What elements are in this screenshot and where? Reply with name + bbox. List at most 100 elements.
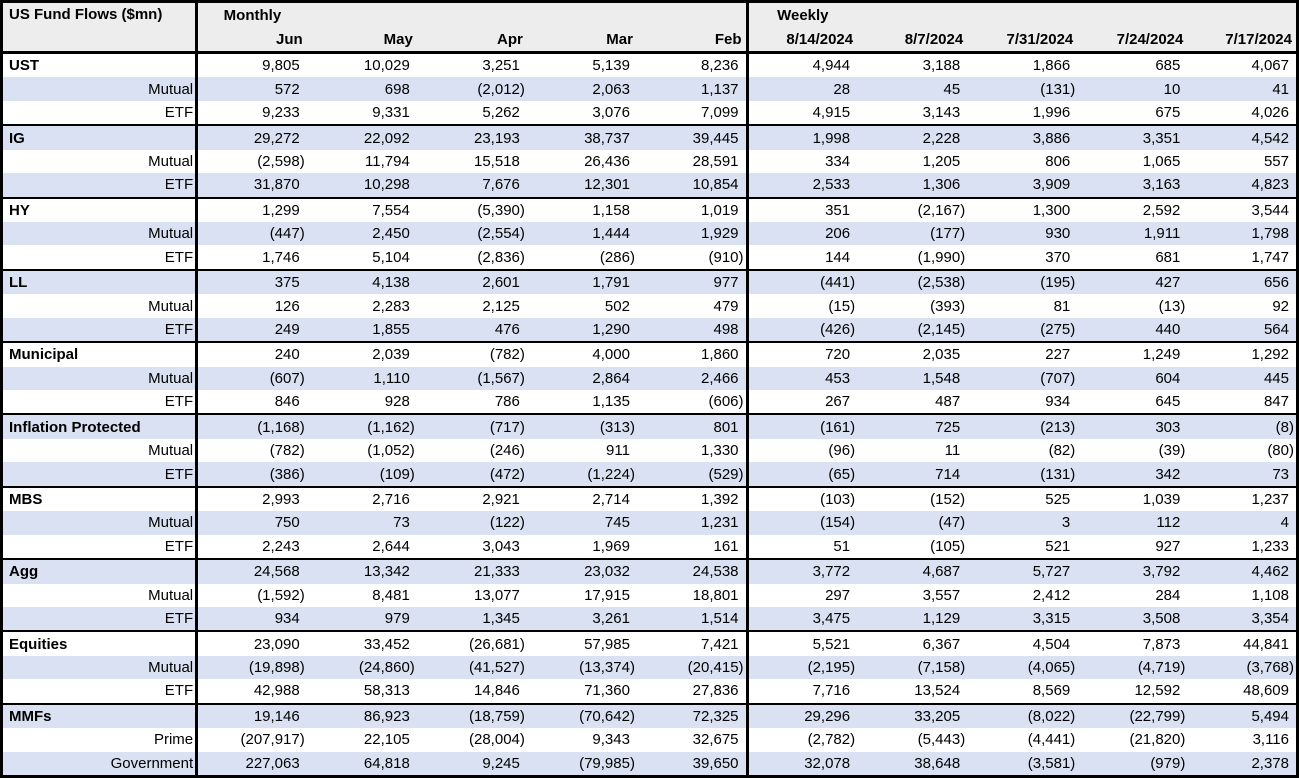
value-cell: 1,205	[922, 152, 961, 170]
value-cell: 2,716	[372, 491, 410, 508]
column-header-week: 7/24/2024	[1077, 27, 1188, 53]
value-cell: (782)	[489, 346, 525, 364]
value-cell: (2,836)	[477, 248, 525, 266]
value-cell: (386)	[196, 462, 307, 487]
value-cell: 3,886	[967, 125, 1078, 150]
value-cell: (21,820)	[1129, 731, 1186, 749]
table-row: UST 9,805 10,029 3,251 5,139 8,236 4,944 3,188 1…	[1, 52, 1298, 78]
value-cell: 303	[1077, 414, 1188, 439]
value-cell: 12,301	[526, 173, 637, 198]
value-cell: 12,592	[1134, 682, 1181, 700]
value-cell: 28,591	[692, 152, 739, 170]
value-cell: 81	[1053, 297, 1071, 315]
value-cell: 5,262	[482, 104, 520, 122]
value-cell: (717)	[416, 414, 527, 439]
column-header-month: Mar	[526, 27, 637, 53]
value-cell: 9,805	[262, 57, 300, 75]
value-cell: 5,104	[372, 248, 410, 266]
column-header-month: Apr	[416, 27, 527, 53]
value-cell: (1,224)	[526, 462, 637, 487]
value-cell: 19,146	[196, 703, 307, 729]
value-cell: 29,272	[196, 125, 307, 150]
value-cell: 453	[745, 366, 858, 391]
table-row: Mutual (19,898) (24,860) (41,527) (13,374) (2…	[1, 655, 1298, 680]
value-cell: 284	[1155, 586, 1181, 604]
value-cell: 27,836	[692, 682, 739, 700]
category-label: IG	[1, 125, 199, 150]
table-row: Prime (207,917) 22,105 (28,004) 9,343 32,675 (…	[1, 728, 1298, 752]
value-cell: 1,330	[700, 442, 739, 460]
value-cell: (152)	[930, 491, 966, 508]
table-row: MMFs 19,146 86,923 (18,759) (70,642) 72,325 29…	[1, 703, 1298, 729]
value-cell: (2,012)	[416, 77, 527, 101]
value-cell: 725	[857, 414, 968, 439]
value-cell: 806	[1045, 152, 1071, 170]
value-cell: 1,019	[700, 201, 739, 219]
value-cell: (15)	[745, 294, 858, 318]
value-cell: 934	[1045, 393, 1071, 411]
table-title: US Fund Flows ($mn)	[1, 1, 199, 53]
value-cell: 498	[636, 317, 748, 343]
value-cell: 5,494	[1187, 703, 1298, 729]
value-cell: 1,392	[700, 491, 739, 508]
table-row: Government 227,063 64,818 9,245 (79,985) 39,6…	[1, 751, 1298, 777]
value-cell: (22,799)	[1077, 703, 1188, 729]
value-cell: 227,063	[196, 751, 307, 777]
value-cell: 476	[416, 317, 527, 343]
value-cell: 1,158	[592, 201, 630, 219]
value-cell: 4,823	[1187, 173, 1298, 198]
value-cell: 3,354	[1187, 606, 1298, 632]
group-agg: Agg 24,568 13,342 21,333 23,032 24,538 3,772 4,…	[1, 559, 1298, 632]
value-cell: 1,855	[306, 317, 417, 343]
value-cell: (103)	[745, 486, 858, 512]
value-cell: 4,138	[306, 269, 417, 295]
value-cell: 3,508	[1077, 606, 1188, 632]
value-cell: (19,898)	[196, 655, 307, 680]
value-cell: 1,860	[700, 346, 739, 364]
value-cell: 41	[1187, 77, 1298, 101]
group-equities: Equities 23,090 33,452 (26,681) 57,985 7,421 5…	[1, 631, 1298, 704]
table-row: Mutual (607) 1,110 (1,567) 2,864 2,466 453 1,54…	[1, 366, 1298, 391]
value-cell: 656	[1187, 269, 1298, 295]
table-row: ETF 9,233 9,331 5,262 3,076 7,099 4,915 3,143 1,…	[1, 100, 1298, 126]
category-label: LL	[1, 269, 199, 295]
category-label: MMFs	[1, 703, 199, 729]
value-cell: (447)	[196, 222, 307, 246]
value-cell: 3,475	[745, 606, 858, 632]
value-cell: (5,390)	[477, 201, 525, 219]
value-cell: 6,367	[922, 635, 961, 653]
value-cell: 10	[1077, 77, 1188, 101]
value-cell: 297	[745, 583, 858, 607]
value-cell: 370	[1045, 248, 1071, 266]
value-cell: 9,331	[372, 104, 410, 122]
value-cell: (154)	[745, 511, 858, 535]
value-cell: 1,996	[1032, 104, 1071, 122]
value-cell: (2,195)	[745, 655, 858, 680]
value-cell: 521	[1045, 537, 1071, 555]
value-cell: 7,873	[1142, 635, 1181, 653]
value-cell: 1,300	[1032, 201, 1071, 219]
value-cell: (65)	[745, 462, 858, 487]
value-cell: 1,129	[857, 606, 968, 632]
value-cell: 23,193	[416, 125, 527, 150]
value-cell: 2,039	[372, 346, 410, 364]
value-cell: 1,306	[857, 173, 968, 198]
table-row: Mutual (2,598) 11,794 15,518 26,436 28,591 334…	[1, 149, 1298, 174]
value-cell: 23,090	[253, 635, 300, 653]
value-cell: 2,921	[482, 491, 520, 508]
value-cell: (13)	[1158, 297, 1186, 315]
monthly-section-header: Monthly	[196, 1, 307, 27]
value-cell: 3,188	[922, 57, 961, 75]
value-cell: 32,675	[692, 731, 739, 749]
value-cell: 5,521	[745, 631, 858, 656]
value-cell: 714	[857, 462, 968, 487]
value-cell: 786	[494, 393, 520, 411]
value-cell: 112	[1077, 511, 1188, 535]
weekly-section-header: Weekly	[745, 1, 858, 27]
value-cell: 1,998	[745, 125, 858, 150]
table-row: Mutual 750 73 (122) 745 1,231 (154) (47) 3 112 4	[1, 511, 1298, 535]
value-cell: 11,794	[365, 152, 410, 170]
value-cell: (286)	[599, 248, 635, 266]
value-cell: 8,569	[1032, 682, 1071, 700]
category-label: UST	[1, 52, 199, 78]
